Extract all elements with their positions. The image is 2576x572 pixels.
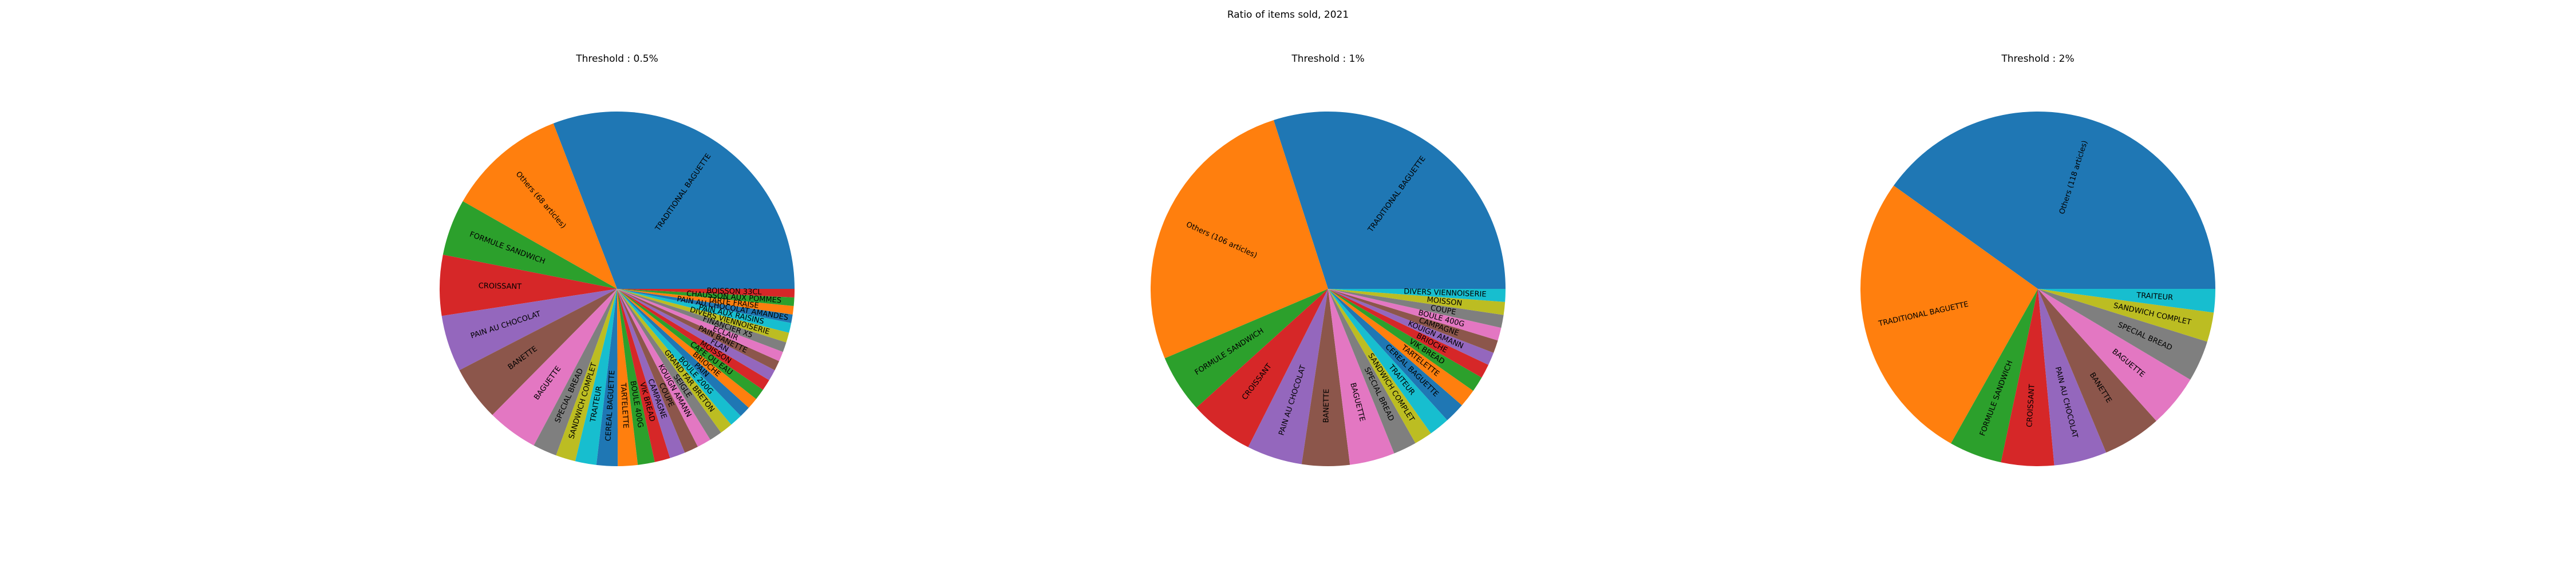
pie-slice-formule-sandwich	[1951, 289, 2038, 463]
pie-slice-baguette	[492, 289, 617, 446]
pie-label-croissant: CROISSANT	[479, 282, 522, 292]
pie-chart-threshold-1: Threshold : 1%TRADITIONAL BAGUETTEOthers…	[1151, 53, 1506, 466]
pie-slice-divers-viennoiserie	[1328, 289, 1506, 302]
pie-slice-brioche	[617, 289, 756, 408]
pie-slice-tartelette	[617, 289, 638, 466]
pie-slice-boule-200g	[617, 289, 741, 425]
pie-slice-flan	[617, 289, 775, 380]
pie-slice-eclair	[617, 289, 783, 362]
pie-slice-brioche	[1328, 289, 1489, 378]
pie-slice-croissant	[439, 255, 617, 316]
pie-slice-tartelette	[1328, 289, 1473, 406]
pie-slice-cafe-ou-eau	[617, 289, 763, 399]
pie-slice-vik-bread	[617, 289, 670, 462]
pie-slice-banette	[459, 289, 617, 415]
pie-slice-pain-au-chocolat	[441, 289, 617, 371]
pie-title: Threshold : 0.5%	[575, 53, 658, 65]
pie-label-croissant: CROISSANT	[2025, 384, 2036, 427]
pie-label-moisson: MOISSON	[1427, 296, 1463, 308]
pie-slice-moisson	[1328, 289, 1506, 315]
pie-slice-special-bread	[2038, 289, 2207, 380]
pie-slice-tarte-fraise	[617, 289, 794, 315]
pie-slice-traditional-baguette	[1273, 111, 1506, 289]
pie-label-tartelette: TARTELETTE	[618, 382, 630, 428]
pie-chart-threshold-0-5: Threshold : 0.5%TRADITIONAL BAGUETTEOthe…	[439, 53, 795, 467]
pie-slice-others-118-articles	[1893, 112, 2215, 289]
pie-slice-pain-banette	[617, 289, 780, 371]
pie-slice-sandwich-complet	[556, 289, 617, 462]
pie-slice-formule-sandwich	[442, 201, 617, 289]
pie-slice-divers-viennoiserie	[617, 289, 789, 343]
pie-slice-chausson-aux-pommes	[617, 289, 795, 306]
pie-label-divers-viennoiserie: DIVERS VIENNOISERIE	[1404, 287, 1487, 299]
pie-slice-pain-au-chocolat	[1248, 289, 1328, 464]
pie-label-traiteur: TRAITEUR	[2136, 291, 2174, 302]
pie-slice-others-68-articles	[463, 123, 617, 289]
pie-slice-traditional-baguette	[553, 111, 795, 289]
pie-slice-croissant	[2001, 289, 2055, 467]
pie-slice-traiteur	[1328, 289, 1448, 434]
pie-slice-cereal-baguette	[1328, 289, 1462, 420]
pie-slice-moisson	[617, 289, 769, 390]
pie-slice-cereal-baguette	[596, 289, 618, 467]
pie-slice-pain-aux-raisins	[617, 289, 792, 333]
pie-label-boisson-33cl: BOISSON 33CL	[706, 287, 762, 296]
pie-slice-sandwich-complet	[2038, 289, 2214, 342]
pie-slice-special-bread	[534, 289, 617, 456]
pie-slice-traditional-baguette	[1860, 185, 2038, 444]
pie-label-cereal-baguette: CEREAL BAGUETTE	[604, 370, 617, 442]
pie-slice-traiteur	[2038, 289, 2215, 313]
pie-slice-croissant	[1196, 289, 1328, 447]
pie-slice-financier-x5	[617, 289, 787, 352]
pie-slice-campagne	[1328, 289, 1498, 353]
figure-title: Ratio of items sold, 2021	[1227, 9, 1349, 21]
pie-slice-special-bread	[1328, 289, 1416, 454]
pie-slice-formule-sandwich	[1164, 289, 1328, 408]
pie-slice-banette	[1301, 289, 1350, 466]
pie-slice-coupe	[1328, 289, 1504, 328]
pie-label-banette: BANETTE	[1322, 389, 1331, 423]
pie-chart-threshold-2: Threshold : 2%Others (118 articles)TRADI…	[1860, 53, 2215, 467]
pie-slice-vik-bread	[1328, 289, 1482, 391]
pie-slice-baguette	[1328, 289, 1394, 465]
pie-slice-baguette	[2038, 289, 2191, 421]
pie-slice-boule-400g	[1328, 289, 1502, 341]
pie-slice-pain-au-chocolat-amandes	[617, 289, 793, 323]
pie-slice-grand-far-breton	[617, 289, 732, 433]
pie-slice-seigle	[617, 289, 721, 440]
pie-slice-others-106-articles	[1151, 120, 1328, 359]
pie-title: Threshold : 1%	[1291, 53, 1364, 65]
pie-slice-sandwich-complet	[1328, 289, 1431, 443]
pie-slice-pain-au-chocolat	[2038, 289, 2107, 466]
pie-slice-coupe	[617, 289, 698, 453]
pie-slice-kouign-amann	[1328, 289, 1494, 365]
pie-slice-banette	[2038, 289, 2156, 453]
pie-slice-boisson-33cl	[617, 289, 795, 298]
pie-slice-pain	[617, 289, 749, 416]
pie-title: Threshold : 2%	[2001, 53, 2074, 65]
pie-slice-kouign-amann	[617, 289, 710, 447]
pie-slice-boule-400g	[617, 289, 655, 465]
pie-slice-traiteur	[575, 289, 617, 465]
pie-slice-campagne	[617, 289, 685, 458]
